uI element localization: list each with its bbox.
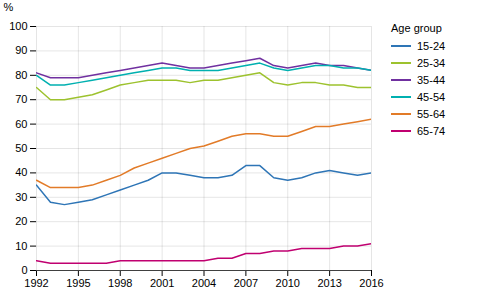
html-text:15-24: 15-24	[417, 40, 446, 52]
html-text:45-54: 45-54	[417, 91, 446, 103]
svg-text:10: 10	[15, 240, 27, 252]
svg-text:0: 0	[21, 264, 27, 276]
svg-text:20: 20	[15, 215, 27, 227]
html-text:Age group: Age group	[391, 22, 442, 34]
svg-text:1995: 1995	[66, 277, 90, 289]
svg-text:70: 70	[15, 93, 27, 105]
svg-text:2001: 2001	[150, 277, 174, 289]
svg-text:100: 100	[9, 20, 27, 32]
svg-text:40: 40	[15, 166, 27, 178]
svg-text:2004: 2004	[192, 277, 216, 289]
html-text:55-64: 55-64	[417, 108, 446, 120]
svg-text:90: 90	[15, 44, 27, 56]
svg-text:1998: 1998	[108, 277, 132, 289]
svg-text:30: 30	[15, 191, 27, 203]
html-text:25-34: 25-34	[417, 57, 446, 69]
svg-text:2013: 2013	[317, 277, 341, 289]
svg-text:2010: 2010	[276, 277, 300, 289]
svg-text:1992: 1992	[24, 277, 48, 289]
html-text:65-74: 65-74	[417, 125, 446, 137]
svg-text:60: 60	[15, 118, 27, 130]
html-text:35-44: 35-44	[417, 74, 446, 86]
svg-text:80: 80	[15, 69, 27, 81]
svg-text:50: 50	[15, 142, 27, 154]
svg-text:2007: 2007	[234, 277, 258, 289]
svg-text:%: %	[4, 1, 14, 13]
svg-text:2016: 2016	[359, 277, 383, 289]
